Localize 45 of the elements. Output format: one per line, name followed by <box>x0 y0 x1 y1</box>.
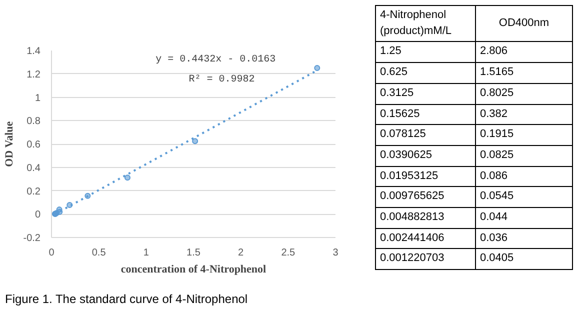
y-tick-label: 1.2 <box>26 69 41 80</box>
caption: Figure 1. The standard curve of 4-Nitrophenol <box>5 291 248 308</box>
y-tick-label: 0.8 <box>26 116 41 128</box>
text: 4-Nitrophenol (product)mM/L <box>376 6 476 42</box>
x-tick-label: 0.5 <box>92 248 106 258</box>
text: 0.001220703 <box>376 248 476 270</box>
text: 0.002441406 <box>376 228 476 249</box>
text: 1.5165 <box>476 62 572 84</box>
text: 0.036 <box>476 228 572 249</box>
text: 0.15625 <box>376 104 476 125</box>
text: 0.004882813 <box>376 208 476 228</box>
y-tick-label: 0.4 <box>26 162 41 174</box>
x-tick-label: 0 <box>48 248 55 258</box>
annotation: R² = 0.9982 <box>188 74 255 86</box>
y-tick-label: -0.2 <box>23 233 41 244</box>
text: 0.8025 <box>476 83 572 104</box>
text: 0.009765625 <box>376 186 476 208</box>
text: 0.01953125 <box>376 166 476 187</box>
y-tick-label: 0.2 <box>26 186 41 198</box>
text: 0.1915 <box>476 124 572 146</box>
annotation: y = 0.4432x - 0.0163 <box>156 54 276 66</box>
text: 0.0545 <box>476 186 572 208</box>
x-tick-label: 3 <box>332 248 339 258</box>
text: 0.0390625 <box>376 145 476 166</box>
text: 0.0825 <box>476 145 572 166</box>
x-tick-label: 2.5 <box>281 248 296 258</box>
y-tick-label: 0.6 <box>26 140 41 150</box>
text: 0.086 <box>476 166 572 187</box>
text: 0.3125 <box>376 83 476 104</box>
x-tick-label: 1 <box>143 248 150 258</box>
x-axis-title: concentration of 4-Nitrophenol <box>120 264 266 276</box>
text: 0.044 <box>476 208 572 228</box>
text: 0.0405 <box>476 248 572 270</box>
text: 2.806 <box>476 42 572 63</box>
y-tick-label: 0 <box>34 210 41 221</box>
text: OD400nm <box>476 6 572 42</box>
text: 0.382 <box>476 104 572 125</box>
text: 0.625 <box>376 62 476 84</box>
y-tick-label: 1 <box>34 92 41 104</box>
x-tick-label: 2 <box>238 248 244 258</box>
x-tick-label: 1.5 <box>186 248 201 258</box>
y-axis-title: OD Value <box>3 121 16 167</box>
y-tick-label: 1.4 <box>26 46 41 57</box>
text: 0.078125 <box>376 124 476 146</box>
text: 1.25 <box>376 42 476 63</box>
